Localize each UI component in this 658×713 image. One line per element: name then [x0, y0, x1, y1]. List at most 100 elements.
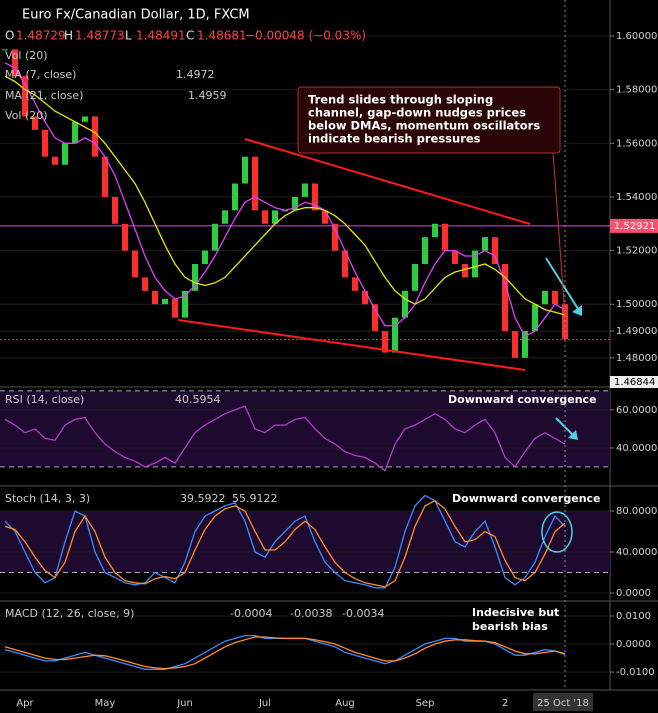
- legend-value: 55.9122: [232, 492, 278, 505]
- callout-leader: [552, 151, 567, 331]
- candle: [92, 116, 98, 157]
- y-tick-label: 40.0000: [616, 547, 657, 558]
- candle: [252, 156, 258, 211]
- candle: [332, 223, 338, 251]
- bottom-tag-label: 1.46844: [614, 377, 655, 388]
- arrow-head: [568, 430, 578, 440]
- x-tick-label: Jul: [258, 698, 271, 709]
- series-line: [4, 405, 566, 472]
- candle: [552, 290, 558, 305]
- y-tick-label: 0.0000: [616, 639, 651, 650]
- candle: [392, 317, 398, 353]
- ohlc-name: C: [186, 29, 194, 43]
- channel-top: [244, 138, 531, 225]
- candle: [182, 290, 188, 318]
- y-tick-label: 1.58000: [616, 85, 657, 96]
- legend-volume: Vol (20): [5, 49, 48, 62]
- candle: [62, 143, 68, 165]
- bottom-tag: [610, 376, 658, 388]
- annotation: Downward convergence: [452, 492, 601, 505]
- x-tick-label: Apr: [16, 698, 34, 709]
- ohlc-name: O: [5, 29, 14, 43]
- candle: [12, 49, 18, 77]
- annotation: bearish bias: [472, 620, 548, 633]
- candle: [72, 121, 78, 144]
- y-tick-label: 1.56000: [616, 138, 657, 149]
- callout-text: Trend slides through sloping: [308, 93, 493, 107]
- x-tick-label: 2: [502, 698, 508, 709]
- ohlc-value: 1.48773: [75, 29, 125, 43]
- x-tick-label: Jun: [176, 698, 193, 709]
- candle: [542, 290, 548, 305]
- ohlc-name: L: [125, 29, 132, 43]
- candle: [472, 250, 478, 278]
- y-tick-label: 0.0000: [616, 588, 651, 599]
- y-tick-label: 1.52000: [616, 246, 657, 257]
- candle: [162, 298, 168, 305]
- candle: [232, 183, 238, 211]
- candle: [262, 210, 268, 224]
- y-tick-label: 1.50000: [616, 299, 657, 310]
- y-tick-label: 80.0000: [616, 506, 657, 517]
- legend-value: 39.5922: [180, 492, 226, 505]
- candle: [112, 196, 118, 224]
- x-tick-label: Sep: [416, 698, 435, 709]
- candle: [292, 196, 298, 211]
- price-axis: [610, 0, 658, 713]
- legend-value: -0.0004: [230, 607, 272, 620]
- candle: [122, 223, 128, 251]
- band: [0, 390, 610, 467]
- candle: [512, 331, 518, 358]
- candle: [32, 116, 38, 130]
- callout-text: indicate bearish pressures: [308, 132, 481, 146]
- candle: [82, 116, 88, 122]
- candle: [402, 290, 408, 318]
- y-tick-label: -0.0100: [616, 667, 655, 678]
- candle: [142, 277, 148, 291]
- candle: [42, 129, 48, 157]
- symbol-title: Euro Fx/Canadian Dollar, 1D, FXCM: [22, 8, 250, 23]
- candle: [422, 237, 428, 264]
- candle: [222, 210, 228, 224]
- legend-value: 40.5954: [175, 393, 221, 406]
- ohlc-value: 1.48681: [197, 29, 247, 43]
- y-tick-label: 0.0100: [616, 611, 651, 622]
- callout-box: [297, 86, 561, 154]
- legend-volume: Vol (20): [5, 109, 48, 122]
- level-tag-label: 1.52921: [614, 221, 655, 232]
- x-tick-label: Aug: [335, 698, 355, 709]
- candle: [502, 264, 508, 332]
- channel-bottom: [177, 319, 526, 371]
- annotation: Indecisive but: [472, 606, 559, 619]
- level-tag: [610, 218, 658, 233]
- highlight-ellipse: [541, 511, 573, 553]
- annotation: Downward convergence: [448, 393, 597, 406]
- x-tick-label: May: [95, 698, 116, 709]
- candle: [412, 264, 418, 291]
- candle: [382, 331, 388, 353]
- candle: [322, 210, 328, 224]
- x-tick-label: 25 Oct '18: [537, 698, 589, 709]
- candle: [372, 304, 378, 332]
- legend-value: 1.4959: [188, 89, 227, 102]
- series-line: [4, 499, 566, 588]
- candle: [242, 156, 248, 184]
- panel-title: MACD (12, 26, close, 9): [5, 607, 134, 620]
- legend-value: -0.0034: [342, 607, 384, 620]
- arrow-head: [572, 305, 582, 316]
- candle: [212, 223, 218, 251]
- y-tick-label: 1.49000: [616, 326, 657, 337]
- callout-text: channel, gap-down nudges prices: [308, 106, 526, 120]
- series-line: [4, 75, 566, 316]
- candle: [152, 290, 158, 305]
- candle: [432, 223, 438, 238]
- y-tick-label: 40.0000: [616, 443, 657, 454]
- candle: [132, 250, 138, 278]
- series-line: [4, 62, 566, 338]
- ohlc-value: 1.48491: [136, 29, 186, 43]
- candle: [202, 250, 208, 264]
- candle: [522, 331, 528, 358]
- legend-value: 1.4972: [176, 68, 215, 81]
- candle: [362, 290, 368, 305]
- ohlc-value: 1.48729: [16, 29, 66, 43]
